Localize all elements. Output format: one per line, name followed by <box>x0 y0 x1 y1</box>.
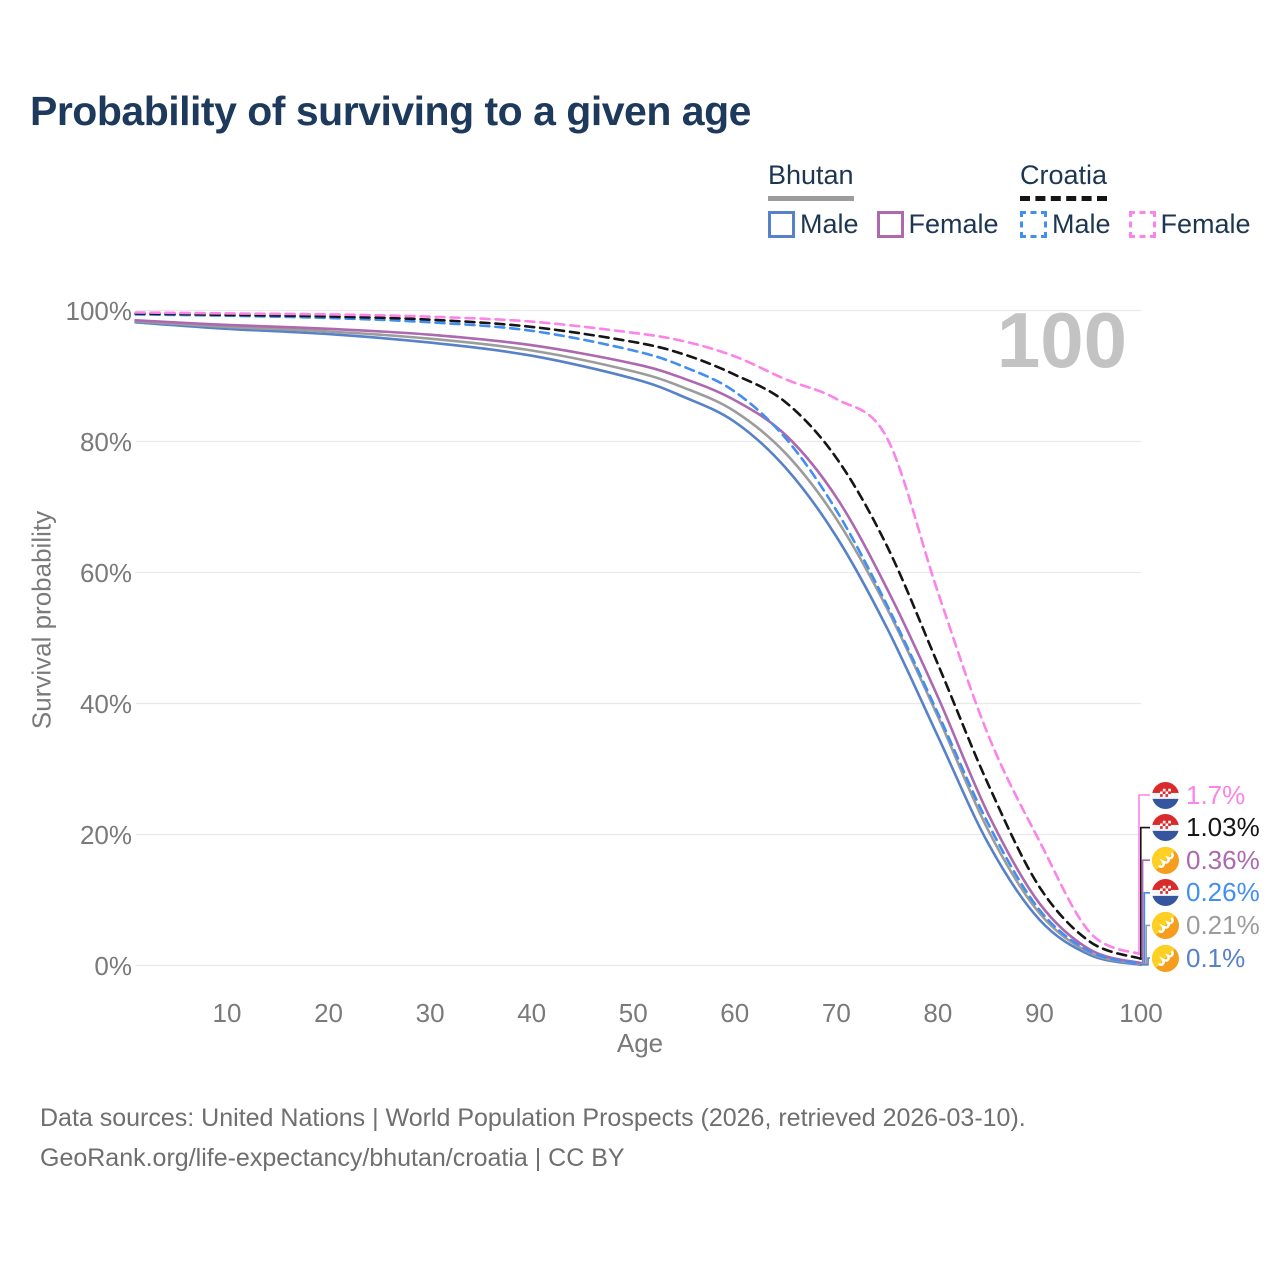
legend-item-croatia-male[interactable]: Male <box>1020 209 1111 240</box>
x-tick-100: 100 <box>1119 998 1163 1028</box>
legend-group-bhutan: Bhutan Male Female <box>768 160 999 240</box>
end-label-bhutan_total: 0.21% <box>1152 909 1260 941</box>
bhutan-flag-icon <box>1152 911 1179 939</box>
end-label-bhutan_female: 0.36% <box>1152 844 1260 876</box>
x-tick-30: 30 <box>415 998 445 1028</box>
legend-group-croatia: Croatia Male Female <box>1020 160 1251 240</box>
bhutan-flag-icon <box>1152 846 1179 874</box>
end-label-croatia_male: 0.26% <box>1152 877 1260 909</box>
legend-item-label: Male <box>800 209 859 239</box>
croatia-flag <box>1152 814 1179 842</box>
y-tick-40: 40% <box>79 688 132 719</box>
series-bhutan_total-curve <box>134 320 1143 966</box>
connector-croatia_total <box>1140 826 1150 960</box>
legend-item-croatia-female[interactable]: Female <box>1128 209 1251 240</box>
bhutan-female-swatch-icon <box>876 211 904 238</box>
gridlines <box>135 309 1142 967</box>
footer-attribution: GeoRank.org/life-expectancy/bhutan/croat… <box>40 1144 625 1172</box>
y-tick-20: 20% <box>79 819 132 850</box>
croatia-flag <box>1152 781 1179 809</box>
x-tick-40: 40 <box>517 998 547 1028</box>
bhutan-male-swatch-icon <box>768 211 795 238</box>
end-label-value: 0.36% <box>1186 844 1260 875</box>
legend-group-bhutan-label: Bhutan <box>768 160 854 201</box>
x-tick-60: 60 <box>720 998 750 1028</box>
y-tick-80: 80% <box>79 426 132 457</box>
legend-items-bhutan: Male Female <box>768 209 999 240</box>
end-label-croatia_total: 1.03% <box>1152 812 1260 844</box>
legend-item-label: Male <box>1052 209 1111 239</box>
series-curves <box>134 311 1143 967</box>
connector-bhutan_male <box>1141 957 1150 966</box>
end-label-value: 1.7% <box>1186 779 1246 810</box>
x-tick-10: 10 <box>212 998 242 1028</box>
x-tick-80: 80 <box>923 998 953 1028</box>
series-croatia_female-curve <box>134 311 1143 956</box>
bhutan-flag <box>1152 911 1179 939</box>
croatia-flag <box>1152 879 1179 907</box>
footer-data-sources: Data sources: United Nations | World Pop… <box>40 1104 1026 1132</box>
end-label-value: 0.1% <box>1186 942 1246 973</box>
croatia-male-swatch-icon <box>1020 211 1047 238</box>
croatia-female-swatch-icon <box>1128 211 1156 238</box>
end-label-connectors <box>1138 794 1150 966</box>
end-label-value: 0.21% <box>1186 909 1260 940</box>
x-tick-70: 70 <box>821 998 851 1028</box>
legend-item-label: Female <box>908 209 999 239</box>
croatia-flag-icon <box>1152 781 1179 809</box>
legend-items-croatia: Male Female <box>1020 209 1251 240</box>
bhutan-flag <box>1152 944 1179 972</box>
y-tick-100: 100% <box>65 295 133 326</box>
y-tick-60: 60% <box>79 557 132 588</box>
y-tick-0: 0% <box>94 950 132 981</box>
series-croatia_total-curve <box>134 312 1143 961</box>
legend-item-label: Female <box>1160 209 1251 239</box>
series-bhutan_female-curve <box>134 319 1143 965</box>
bhutan-flag-icon <box>1152 944 1179 972</box>
end-label-croatia_female: 1.7% <box>1152 779 1245 811</box>
croatia-flag-icon <box>1152 814 1179 842</box>
croatia-flag-icon <box>1152 879 1179 907</box>
end-label-bhutan_male: 0.1% <box>1152 942 1245 974</box>
legend-item-bhutan-female[interactable]: Female <box>876 209 999 240</box>
x-tick-50: 50 <box>618 998 648 1028</box>
page-title: Probability of surviving to a given age <box>30 88 751 134</box>
x-axis-label: Age <box>616 1028 664 1058</box>
legend-item-bhutan-male[interactable]: Male <box>768 209 859 240</box>
end-label-value: 1.03% <box>1186 812 1260 843</box>
x-tick-90: 90 <box>1024 998 1054 1028</box>
legend-group-croatia-label: Croatia <box>1020 160 1108 201</box>
series-bhutan_male-curve <box>134 321 1143 967</box>
end-label-value: 0.26% <box>1186 877 1260 908</box>
bhutan-flag <box>1152 846 1179 874</box>
hovered-age-watermark: 100 <box>996 296 1127 384</box>
x-tick-20: 20 <box>314 998 343 1028</box>
series-croatia_male-curve <box>134 313 1143 966</box>
